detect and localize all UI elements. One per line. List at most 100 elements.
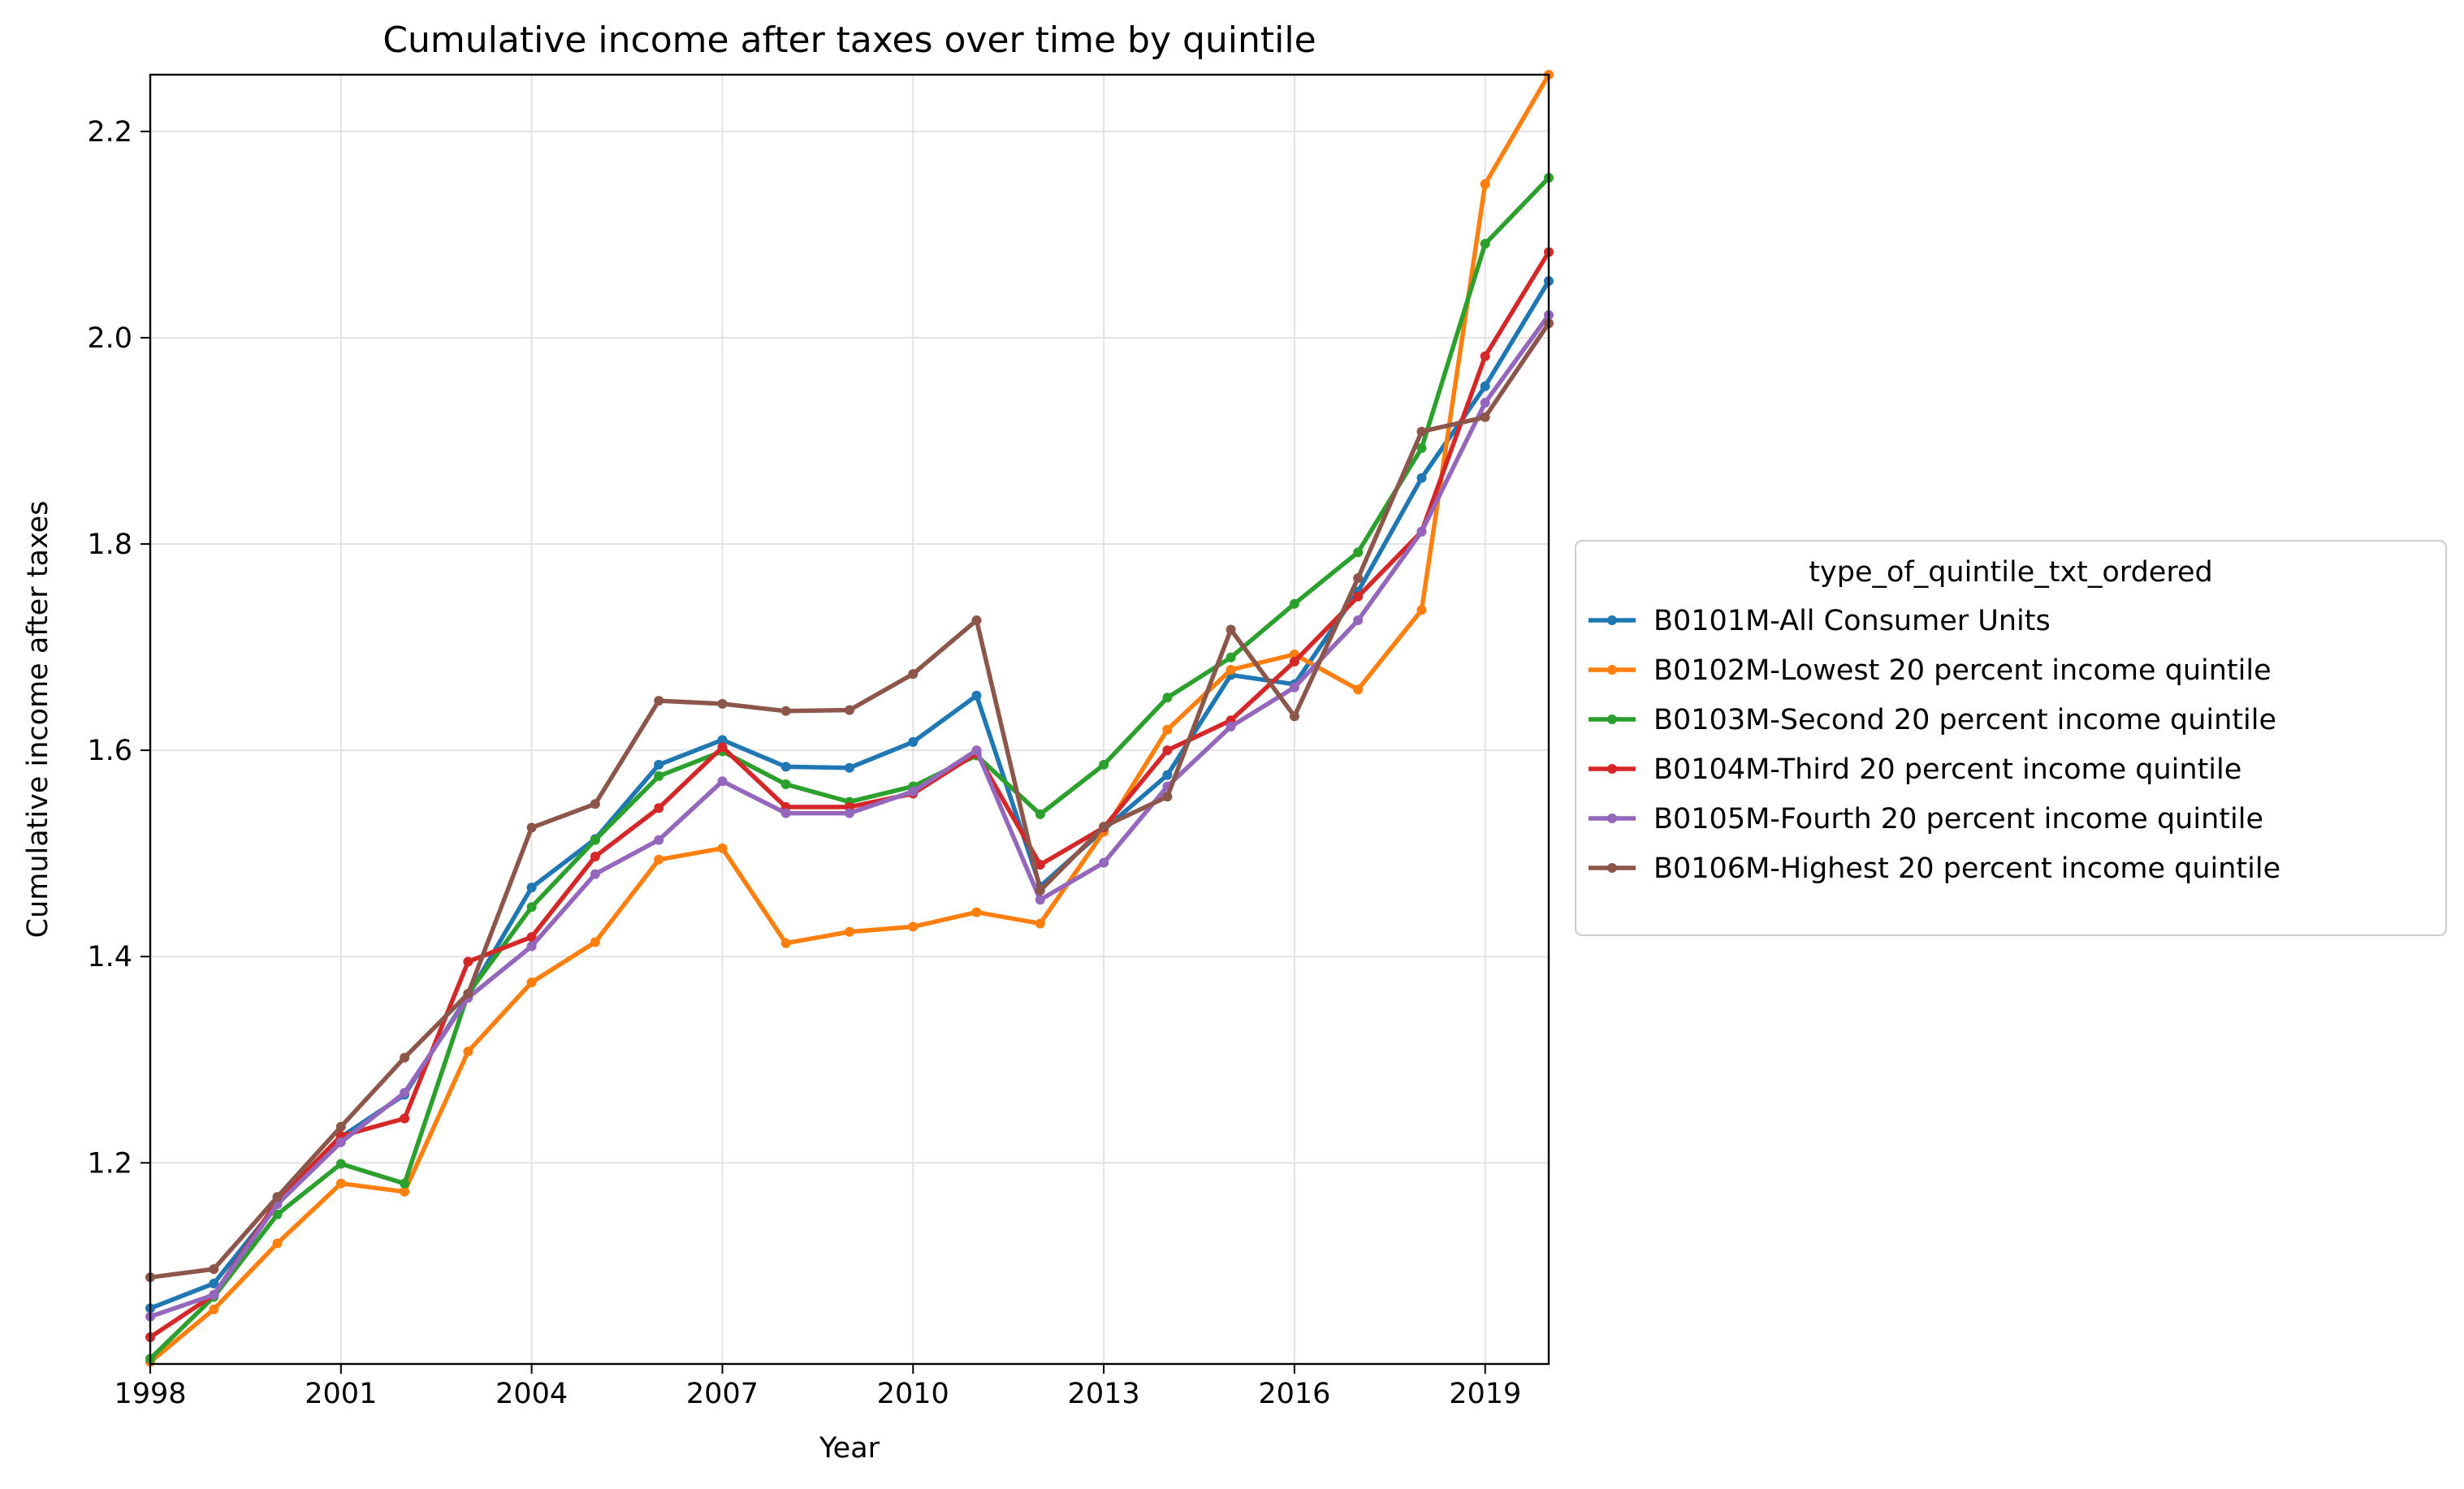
data-point [717,735,728,745]
data-point [400,1087,410,1098]
data-point [1226,721,1236,732]
data-point [1035,860,1045,870]
data-point [209,1289,219,1300]
data-point [1035,809,1045,819]
legend-marker [1607,764,1617,774]
data-point [1289,682,1299,693]
data-point [908,669,919,680]
data-point [780,808,791,818]
x-axis: 1998 2001 2004 2007 2010 2013 2016 2019 [114,1364,1521,1410]
data-point [1480,351,1490,361]
data-point [654,770,664,781]
data-point [654,803,664,814]
data-point [590,852,600,861]
legend-box [1575,540,2447,936]
y-tick-label: 1.2 [87,1147,132,1180]
chart-title: Cumulative income after taxes over time … [383,19,1316,61]
series-line [148,249,1551,1340]
data-point [400,1178,410,1189]
data-point [400,1052,410,1063]
data-point [590,869,600,879]
data-point [463,956,473,967]
data-point [526,932,537,943]
data-point [335,1178,346,1189]
y-tick-label: 2.2 [87,116,132,149]
data-point [654,759,664,770]
data-point [780,762,791,772]
legend-item: B0105M-Fourth 20 percent income quintile [1589,803,2263,835]
data-point [590,937,600,947]
data-point [1289,656,1299,667]
legend-marker [1607,863,1617,873]
x-axis-label: Year [819,1432,880,1465]
data-point [1099,857,1109,868]
data-point [845,926,854,937]
data-point [209,1304,219,1314]
data-point [526,978,537,987]
data-point [272,1209,283,1219]
data-point [971,745,982,756]
data-point [845,705,854,715]
data-point [335,1121,346,1132]
data-point [1035,895,1045,905]
data-point [1099,759,1109,770]
data-point [1162,792,1173,802]
data-point [526,883,537,893]
y-tick-label: 1.4 [87,941,132,973]
data-point [654,835,664,845]
data-point [971,907,982,917]
data-point [590,835,600,845]
data-point [1226,665,1236,675]
data-point [1353,573,1364,583]
data-point [1099,822,1109,832]
data-point [845,762,854,773]
y-tick-label: 1.6 [87,735,132,767]
data-point [209,1264,219,1275]
data-point [1289,711,1299,722]
data-point [526,902,537,913]
x-tick-label: 2010 [877,1378,949,1410]
legend-item: B0101M-All Consumer Units [1589,605,2051,637]
data-point [845,808,854,818]
data-point [463,988,473,999]
data-point [1353,684,1364,695]
data-point [1480,381,1490,391]
data-point [590,799,600,809]
data-point [717,776,728,787]
x-tick-label: 1998 [114,1378,186,1410]
data-point [1353,615,1364,625]
data-point [1353,591,1364,602]
legend-label: B0102M-Lowest 20 percent income quintile [1653,654,2272,687]
legend-marker [1607,814,1617,823]
x-tick-label: 2019 [1449,1378,1521,1410]
legend: type_of_quintile_txt_ordered B0101M-All … [1575,540,2447,936]
data-point [272,1192,283,1202]
x-tick-label: 2016 [1258,1378,1330,1410]
data-point [780,779,791,789]
data-point [1162,693,1173,703]
data-point [335,1159,346,1169]
data-point [526,822,537,833]
data-point [1480,398,1490,408]
data-point [717,742,728,753]
data-point [1480,179,1490,189]
y-tick-label: 1.8 [87,529,132,561]
data-point [971,615,982,625]
data-point [717,698,728,709]
legend-title: type_of_quintile_txt_ordered [1809,556,2212,589]
data-point [908,736,919,747]
data-point [400,1113,410,1124]
data-point [526,941,537,952]
plot-area-frame [149,73,1550,1366]
legend-item: B0102M-Lowest 20 percent income quintile [1589,654,2272,687]
legend-marker [1607,714,1617,724]
data-point [1480,412,1490,422]
data-point [1416,526,1427,537]
legend-marker [1607,665,1617,675]
data-point [1035,885,1045,896]
data-point [1162,745,1173,756]
legend-label: B0105M-Fourth 20 percent income quintile [1653,803,2263,835]
x-tick-label: 2001 [305,1378,377,1410]
data-point [1162,770,1173,780]
